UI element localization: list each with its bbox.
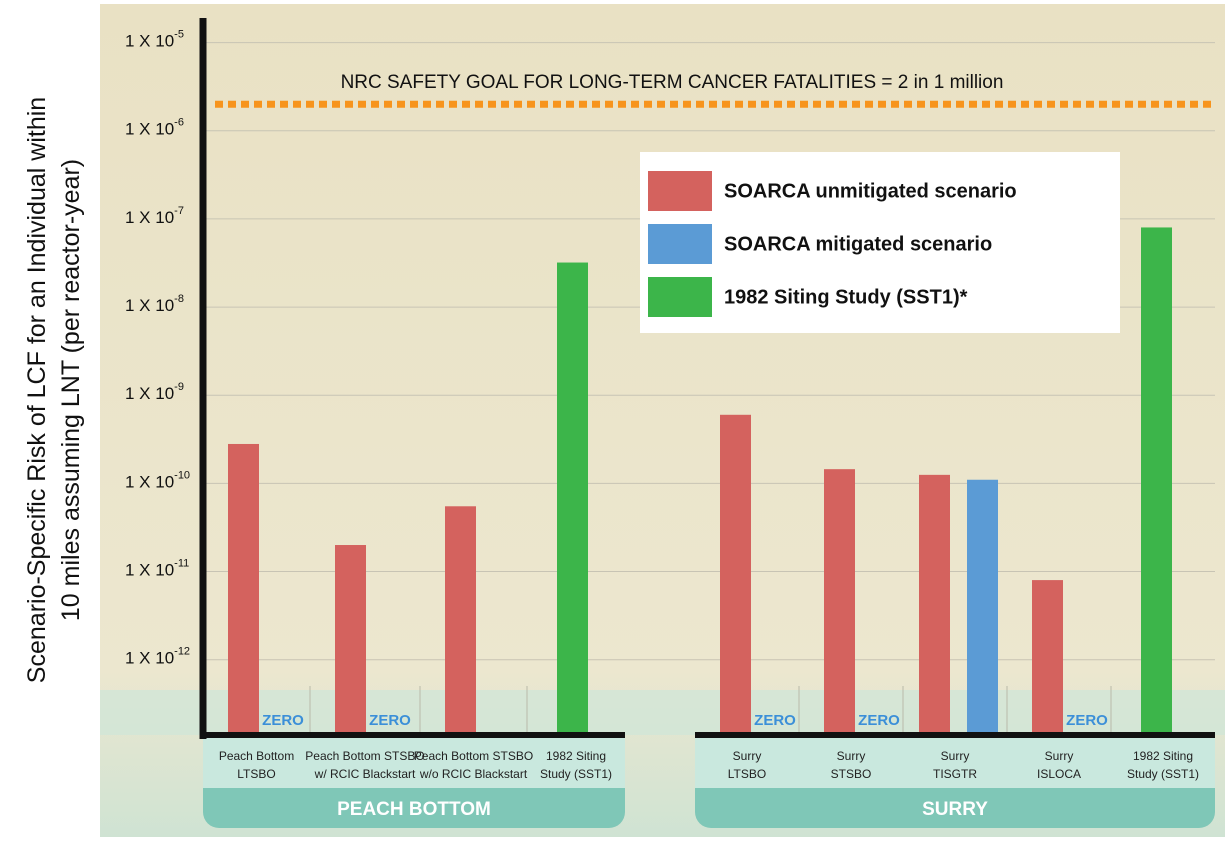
legend-box [640, 152, 1120, 333]
bar [1141, 227, 1172, 736]
y-tick-label-exponent: -8 [174, 293, 184, 305]
x-tick-label: ISLOCA [1037, 767, 1081, 781]
x-tick-label: Study (SST1) [540, 767, 612, 781]
group-label: SURRY [922, 799, 988, 820]
bar [445, 506, 476, 735]
x-tick-label: Surry [837, 749, 866, 763]
y-tick-label-base: 1 X 10 [125, 473, 174, 492]
x-tick-label: LTSBO [237, 767, 275, 781]
y-tick-label: 1 X 10-12 [125, 646, 190, 669]
group-label: PEACH BOTTOM [337, 799, 491, 820]
y-tick-label-exponent: -12 [174, 646, 190, 658]
y-axis-label: Scenario-Specific Risk of LCF for an Ind… [23, 97, 85, 683]
y-tick-label-base: 1 X 10 [125, 649, 174, 668]
y-tick-label-base: 1 X 10 [125, 385, 174, 404]
y-tick-label: 1 X 10-9 [125, 381, 184, 404]
x-tick-label: Surry [1045, 749, 1074, 763]
y-axis-label-line: 10 miles assuming LNT (per reactor-year) [57, 159, 85, 621]
x-tick-label: Surry [733, 749, 762, 763]
reference-label: NRC SAFETY GOAL FOR LONG-TERM CANCER FAT… [341, 72, 1004, 93]
value-label: ZERO [754, 712, 796, 729]
x-tick-label: w/ RCIC Blackstart [314, 767, 416, 781]
y-tick-label-base: 1 X 10 [125, 32, 174, 51]
x-tick-label: TISGTR [933, 767, 977, 781]
y-tick-label-exponent: -10 [174, 469, 190, 481]
legend-label: 1982 Siting Study (SST1)* [724, 286, 968, 308]
y-tick-label: 1 X 10-7 [125, 205, 184, 228]
x-tick-label: 1982 Siting [546, 749, 606, 763]
legend-swatch [648, 224, 712, 264]
y-tick-label-base: 1 X 10 [125, 561, 174, 580]
value-label: ZERO [858, 712, 900, 729]
y-tick-label-exponent: -5 [174, 28, 184, 40]
value-label: ZERO [369, 712, 411, 729]
y-tick-label: 1 X 10-10 [125, 469, 190, 492]
bar [824, 469, 855, 735]
y-tick-label-exponent: -9 [174, 381, 184, 393]
x-tick-label: LTSBO [728, 767, 766, 781]
bar [720, 414, 751, 735]
y-tick-label: 1 X 10-6 [125, 117, 184, 140]
y-tick-label-base: 1 X 10 [125, 297, 174, 316]
x-tick-label: Peach Bottom [219, 749, 294, 763]
y-tick-label: 1 X 10-5 [125, 28, 184, 51]
bar [557, 262, 588, 735]
value-label: ZERO [1066, 712, 1108, 729]
y-tick-label-base: 1 X 10 [125, 120, 174, 139]
bar [335, 545, 366, 735]
y-tick-label-base: 1 X 10 [125, 208, 174, 227]
x-tick-label: Peach Bottom STSBO [414, 749, 533, 763]
value-label: ZERO [262, 712, 304, 729]
y-axis-label-line: Scenario-Specific Risk of LCF for an Ind… [23, 97, 51, 683]
y-tick-label-exponent: -7 [174, 205, 184, 217]
y-tick-label-exponent: -6 [174, 117, 184, 129]
x-tick-label: STSBO [831, 767, 872, 781]
x-tick-label: Peach Bottom STSBO [305, 749, 424, 763]
legend-swatch [648, 277, 712, 317]
x-tick-label: 1982 Siting [1133, 749, 1193, 763]
group-banner-top [695, 738, 1215, 788]
x-tick-label: Study (SST1) [1127, 767, 1199, 781]
group-banner-top [203, 738, 625, 788]
y-tick-label: 1 X 10-11 [125, 557, 189, 580]
x-tick-label: w/o RCIC Blackstart [419, 767, 528, 781]
bar [919, 474, 950, 735]
y-tick-label-exponent: -11 [174, 557, 189, 569]
bar [967, 479, 998, 735]
y-tick-label: 1 X 10-8 [125, 293, 184, 316]
bar [1032, 580, 1063, 735]
legend-label: SOARCA mitigated scenario [724, 233, 992, 255]
bar [228, 443, 259, 735]
legend-label: SOARCA unmitigated scenario [724, 180, 1017, 202]
legend-swatch [648, 171, 712, 211]
x-tick-label: Surry [941, 749, 970, 763]
